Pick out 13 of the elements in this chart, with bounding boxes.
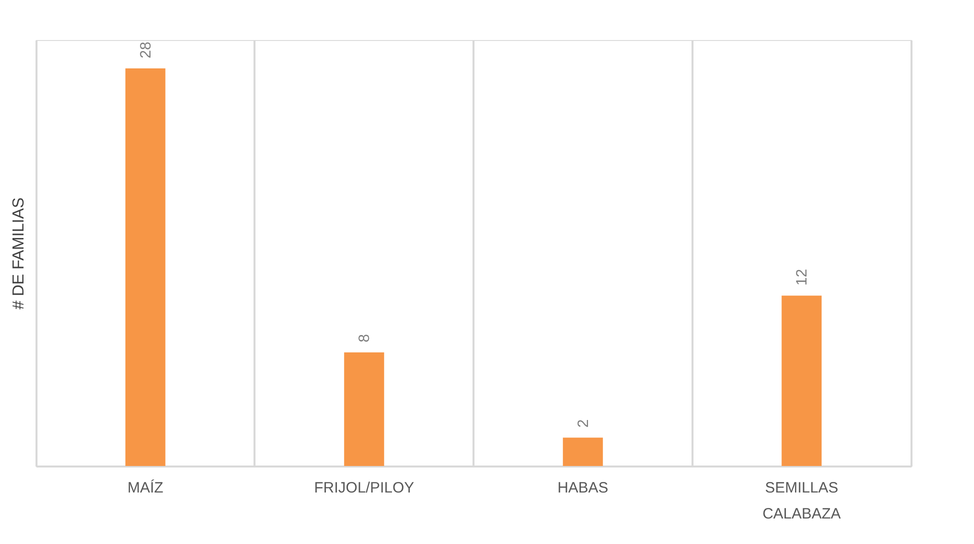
x-tick-label: SEMILLAS CALABAZA bbox=[762, 480, 841, 522]
y-axis-title: # DE FAMILIAS bbox=[10, 197, 28, 310]
data-label: 8 bbox=[356, 334, 374, 342]
bar bbox=[125, 68, 166, 466]
bar bbox=[562, 438, 603, 466]
x-tick-label: MAÍZ bbox=[127, 478, 164, 496]
data-label: 2 bbox=[574, 419, 592, 428]
data-label: 28 bbox=[137, 42, 154, 58]
x-tick-label: HABAS bbox=[557, 480, 608, 496]
x-tick-label: FRIJOL/PILOY bbox=[314, 480, 414, 496]
bar bbox=[782, 296, 822, 466]
bar bbox=[344, 352, 384, 466]
data-label: 12 bbox=[794, 268, 811, 286]
